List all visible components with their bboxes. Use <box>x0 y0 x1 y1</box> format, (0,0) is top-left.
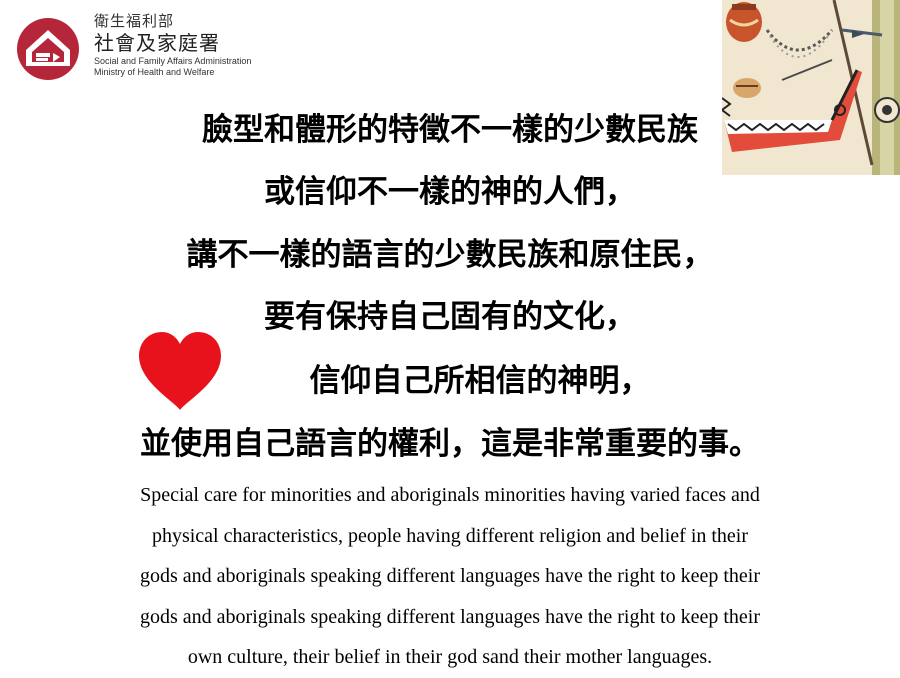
chinese-line-6: 並使用自己語言的權利，這是非常重要的事。 <box>140 426 760 462</box>
aboriginal-art-illustration <box>722 0 900 175</box>
english-line-5: own culture, their belief in their god s… <box>187 646 713 668</box>
org-name-zh: 社會及家庭署 <box>94 31 220 55</box>
english-line-4: gods and aboriginals speaking different … <box>140 605 760 628</box>
chinese-line-3: 講不一樣的語言的少數民族和原住民， <box>186 237 714 273</box>
english-paragraph: Special care for minorities and aborigin… <box>60 475 840 678</box>
english-line-1: Special care for minorities and aborigin… <box>140 484 760 506</box>
heart-icon <box>139 332 221 410</box>
ministry-name-zh: 衛生福利部 <box>94 12 175 30</box>
english-line-2: physical characteristics, people having … <box>151 524 749 547</box>
chinese-line-1: 臉型和體形的特徵不一樣的少數民族 <box>202 112 698 148</box>
chinese-line-5: 信仰自己所相信的神明， <box>309 363 651 399</box>
org-logo: 衛生福利部 社會及家庭署 Social and Family Affairs A… <box>8 10 308 90</box>
org-name-block: 衛生福利部 社會及家庭署 Social and Family Affairs A… <box>94 12 251 78</box>
chinese-line-4: 要有保持自己固有的文化， <box>264 299 636 335</box>
ministry-name-en: Ministry of Health and Welfare <box>94 67 215 77</box>
english-line-3: gods and aboriginals speaking different … <box>140 565 760 587</box>
house-hand-logo-icon <box>17 18 79 80</box>
chinese-line-2: 或信仰不一樣的神的人們， <box>264 174 636 210</box>
org-name-en: Social and Family Affairs Administration <box>94 56 252 66</box>
